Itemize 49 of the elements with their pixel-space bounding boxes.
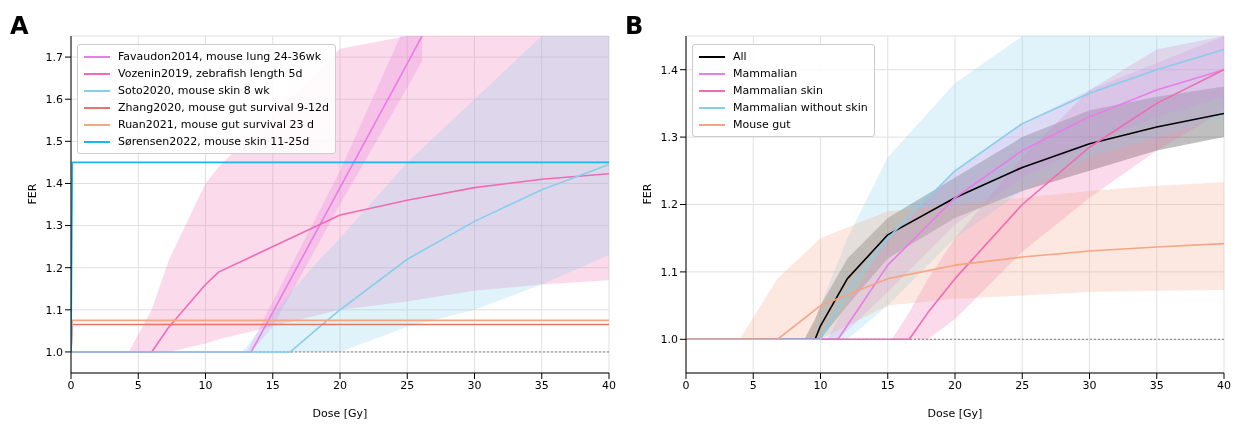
legend-label: Soto2020, mouse skin 8 wk [118,84,270,97]
legend-label: Sørensen2022, mouse skin 11-25d [118,135,310,148]
x-tick-label: 15 [265,378,280,392]
x-tick-label: 30 [1082,378,1097,392]
y-tick-label: 1.4 [45,177,63,191]
x-tick-label: 30 [467,378,482,392]
legend-label: Mammalian without skin [733,101,868,114]
y-tick-label: 1.0 [45,345,63,359]
y-tick-label: 1.4 [660,63,678,77]
y-tick-label: 1.0 [660,333,678,347]
x-tick-label: 10 [198,378,213,392]
x-tick-label: 0 [67,378,75,392]
y-tick-label: 1.1 [660,265,678,279]
legend-label: Mouse gut [733,118,791,131]
x-tick-label: 35 [534,378,549,392]
y-tick-label: 1.1 [45,303,63,317]
x-tick-label: 5 [749,378,757,392]
legend-label: Zhang2020, mouse gut survival 9-12d [118,101,329,114]
y-axis-title: FER [25,183,39,205]
y-tick-label: 1.3 [45,219,63,233]
line-series [686,242,1224,341]
y-tick-label: 1.2 [660,198,678,212]
x-axis-title: Dose [Gy] [927,407,983,420]
legend-label: Mammalian skin [733,84,823,97]
x-tick-label: 20 [333,378,347,392]
legend-label: Mammalian [733,67,798,80]
legend-label: Ruan2021, mouse gut survival 23 d [118,118,315,131]
chart-title: A [10,12,29,40]
x-tick-label: 35 [1149,378,1164,392]
legend-label: Vozenin2019, zebrafish length 5d [118,67,303,80]
x-tick-label: 15 [880,378,895,392]
x-tick-label: 0 [682,378,690,392]
chart-title: B [625,12,644,40]
x-tick-label: 25 [1015,378,1030,392]
x-tick-label: 10 [813,378,828,392]
x-tick-label: 40 [1217,378,1231,392]
y-tick-label: 1.5 [45,135,63,149]
legend-label: Favaudon2014, mouse lung 24-36wk [118,50,322,63]
x-tick-label: 40 [602,378,616,392]
x-tick-label: 25 [400,378,415,392]
y-tick-label: 1.7 [45,50,63,64]
y-tick-label: 1.3 [660,131,678,145]
x-tick-label: 5 [134,378,142,392]
legend-label: All [733,50,747,63]
x-tick-label: 20 [948,378,962,392]
y-tick-label: 1.2 [45,261,63,275]
x-axis-title: Dose [Gy] [312,407,368,420]
y-axis-title: FER [640,183,654,205]
y-tick-label: 1.6 [45,93,63,107]
